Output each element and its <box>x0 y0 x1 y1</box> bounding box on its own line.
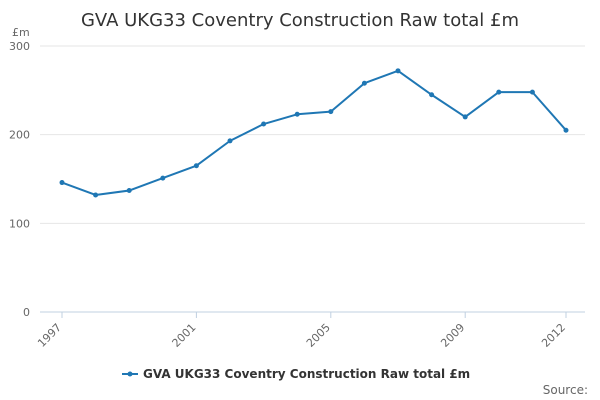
data-point[interactable] <box>429 92 435 98</box>
y-tick-label: 0 <box>23 306 30 319</box>
x-tick-label: 2001 <box>170 321 199 350</box>
data-point[interactable] <box>462 114 468 120</box>
y-axis: 0 100 200 300 <box>9 40 30 319</box>
data-point[interactable] <box>563 127 569 133</box>
series-line <box>61 69 567 196</box>
x-tick-label: 2012 <box>539 321 568 350</box>
data-point[interactable] <box>59 180 65 186</box>
data-point[interactable] <box>261 121 267 127</box>
legend-swatch-marker <box>127 371 133 377</box>
y-tick-label: 200 <box>9 129 30 142</box>
data-point[interactable] <box>529 89 535 95</box>
data-point[interactable] <box>126 188 132 194</box>
chart-title: GVA UKG33 Coventry Construction Raw tota… <box>81 10 519 31</box>
x-tick-label: 1997 <box>35 321 64 350</box>
data-point[interactable] <box>496 89 502 95</box>
data-point[interactable] <box>294 111 300 117</box>
data-point[interactable] <box>361 80 367 86</box>
data-point[interactable] <box>395 68 401 74</box>
x-tick-label: 2005 <box>304 321 333 350</box>
data-point[interactable] <box>227 138 233 144</box>
x-tick-label: 2009 <box>438 321 467 350</box>
data-point[interactable] <box>160 175 166 181</box>
y-unit-label: £m <box>12 26 30 39</box>
data-point[interactable] <box>328 109 334 115</box>
data-point[interactable] <box>93 192 99 198</box>
y-tick-label: 300 <box>9 40 30 53</box>
legend[interactable]: GVA UKG33 Coventry Construction Raw tota… <box>122 367 470 381</box>
source-label: Source: <box>543 383 588 397</box>
x-axis: 1997 2001 2005 2009 2012 <box>35 312 568 350</box>
data-point[interactable] <box>193 163 199 169</box>
legend-label: GVA UKG33 Coventry Construction Raw tota… <box>143 367 470 381</box>
grid-lines <box>40 45 585 224</box>
series-layer <box>59 68 569 198</box>
y-tick-label: 100 <box>9 217 30 230</box>
